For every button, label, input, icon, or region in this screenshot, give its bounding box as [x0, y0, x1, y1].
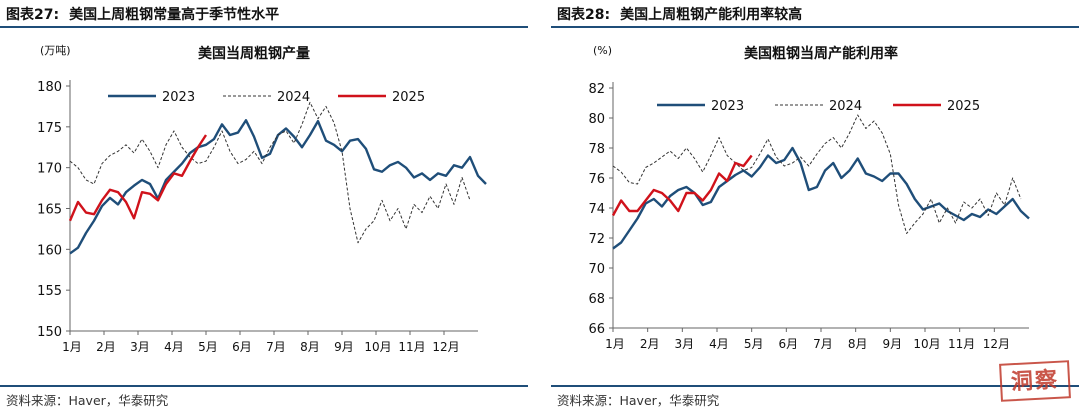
series-line-2023 — [612, 146, 1030, 250]
figure-caption: 美国上周粗钢产能利用率较高 — [620, 7, 803, 23]
y-tick-label: 155 — [37, 284, 62, 299]
series-line-2025 — [68, 134, 208, 222]
bottom-rule — [0, 385, 528, 387]
legend-label-2024: 2024 — [829, 99, 862, 114]
x-tick-label: 11月 — [398, 340, 425, 354]
figure-caption: 美国上周粗钢常量高于季节性水平 — [69, 7, 280, 23]
x-tick-label: 2月 — [640, 337, 660, 351]
y-tick-label: 78 — [588, 142, 605, 157]
x-tick-label: 8月 — [848, 337, 868, 351]
y-tick-label: 66 — [588, 322, 605, 337]
x-tick-label: 4月 — [164, 340, 184, 354]
y-tick-label: 72 — [588, 232, 605, 247]
top-rule — [0, 26, 528, 28]
x-tick-label: 7月 — [266, 340, 286, 354]
top-rule — [551, 26, 1079, 28]
source-note: 资料来源：Haver，华泰研究 — [6, 393, 169, 408]
x-tick-label: 9月 — [334, 340, 354, 354]
chart-panel-utilization: 图表28: 美国上周粗钢产能利用率较高 美国粗钢当周产能利用率 (%) 66 68 70 7… — [551, 0, 1079, 413]
series-line-2024 — [69, 101, 471, 244]
legend-label-2023: 2023 — [711, 99, 744, 114]
x-tick-label: 12月 — [983, 337, 1010, 351]
source-note: 资料来源：Haver，华泰研究 — [557, 393, 720, 408]
production-chart: 美国当周粗钢产量 (万吨) 150 155 160 165 170 175 180 1月 2月 3月 4… — [37, 44, 487, 354]
y-unit-label: (万吨) — [40, 44, 71, 57]
figure-label: 图表28: — [557, 7, 611, 23]
x-tick-label: 11月 — [948, 337, 975, 351]
utilization-chart: 美国粗钢当周产能利用率 (%) 66 68 70 72 74 76 78 80 82 1月 2月 3月 4月… — [588, 44, 1030, 351]
y-tick-label: 70 — [588, 262, 605, 277]
y-unit-label: (%) — [593, 44, 612, 57]
x-tick-label: 8月 — [300, 340, 320, 354]
y-tick-label: 175 — [37, 121, 62, 136]
watermark-stamp: 洞察 — [999, 360, 1071, 402]
legend-label-2025: 2025 — [947, 99, 980, 114]
y-tick-label: 76 — [588, 172, 605, 187]
series-line-2023 — [69, 119, 487, 255]
x-tick-label: 4月 — [709, 337, 729, 351]
y-tick-label: 170 — [37, 162, 62, 177]
x-tick-label: 10月 — [364, 340, 391, 354]
chart-title: 美国粗钢当周产能利用率 — [744, 45, 898, 62]
y-tick-label: 82 — [588, 82, 605, 97]
x-tick-label: 10月 — [913, 337, 940, 351]
x-tick-label: 6月 — [779, 337, 799, 351]
series-line-2024 — [612, 114, 1022, 234]
x-tick-label: 12月 — [432, 340, 459, 354]
y-tick-label: 180 — [37, 80, 62, 95]
chart-title: 美国当周粗钢产量 — [198, 45, 310, 62]
legend-label-2025: 2025 — [392, 90, 425, 105]
legend-label-2024: 2024 — [277, 90, 310, 105]
x-tick-label: 7月 — [813, 337, 833, 351]
y-tick-label: 165 — [37, 203, 62, 218]
legend-label-2023: 2023 — [162, 90, 195, 105]
y-tick-label: 68 — [588, 292, 605, 307]
chart-panel-production: 图表27: 美国上周粗钢常量高于季节性水平 美国当周粗钢产量 (万吨) 150 155 1… — [0, 0, 528, 413]
x-tick-label: 1月 — [605, 337, 625, 351]
figure-title: 图表28: 美国上周粗钢产能利用率较高 — [557, 4, 802, 24]
x-tick-label: 3月 — [675, 337, 695, 351]
x-tick-label: 6月 — [232, 340, 252, 354]
x-tick-label: 3月 — [130, 340, 150, 354]
x-tick-label: 2月 — [96, 340, 116, 354]
bottom-rule — [551, 385, 1079, 387]
figure-title: 图表27: 美国上周粗钢常量高于季节性水平 — [6, 4, 279, 24]
x-tick-label: 5月 — [198, 340, 218, 354]
y-tick-label: 160 — [37, 243, 62, 258]
y-tick-label: 74 — [588, 202, 605, 217]
y-tick-label: 80 — [588, 112, 605, 127]
y-tick-label: 150 — [37, 325, 62, 340]
x-tick-label: 1月 — [62, 340, 82, 354]
x-tick-label: 5月 — [744, 337, 764, 351]
series-line-2025 — [611, 154, 753, 217]
figure-label: 图表27: — [6, 7, 60, 23]
x-tick-label: 9月 — [883, 337, 903, 351]
